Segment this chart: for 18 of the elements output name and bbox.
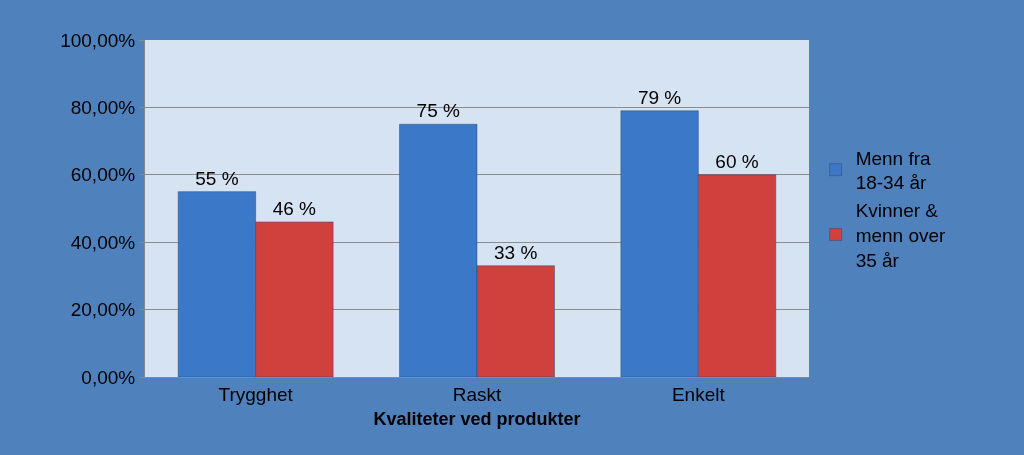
y-tick-label: 0,00% [81,366,136,388]
data-label: 60 % [715,150,759,172]
data-label: 75 % [416,100,460,122]
x-tick-label: Trygghet [218,383,294,405]
legend-label: Kvinner & menn over 35 år [855,200,947,271]
data-label: 55 % [195,167,239,189]
x-tick-label: Enkelt [671,383,726,405]
y-tick-label: 80,00% [70,97,136,119]
legend-label: Menn fra 18-34 år [855,147,932,194]
data-label: 46 % [272,197,317,219]
y-tick-label: 20,00% [70,299,136,321]
data-label: 33 % [494,241,538,263]
y-tick-label: 40,00% [70,231,136,253]
y-tick-label: 100,00% [60,29,136,51]
x-tick-label: Raskt [452,383,502,405]
data-label: 79 % [637,86,682,108]
y-tick-label: 60,00% [70,164,136,186]
x-axis-title: Kvaliteter ved produkter [373,408,581,429]
